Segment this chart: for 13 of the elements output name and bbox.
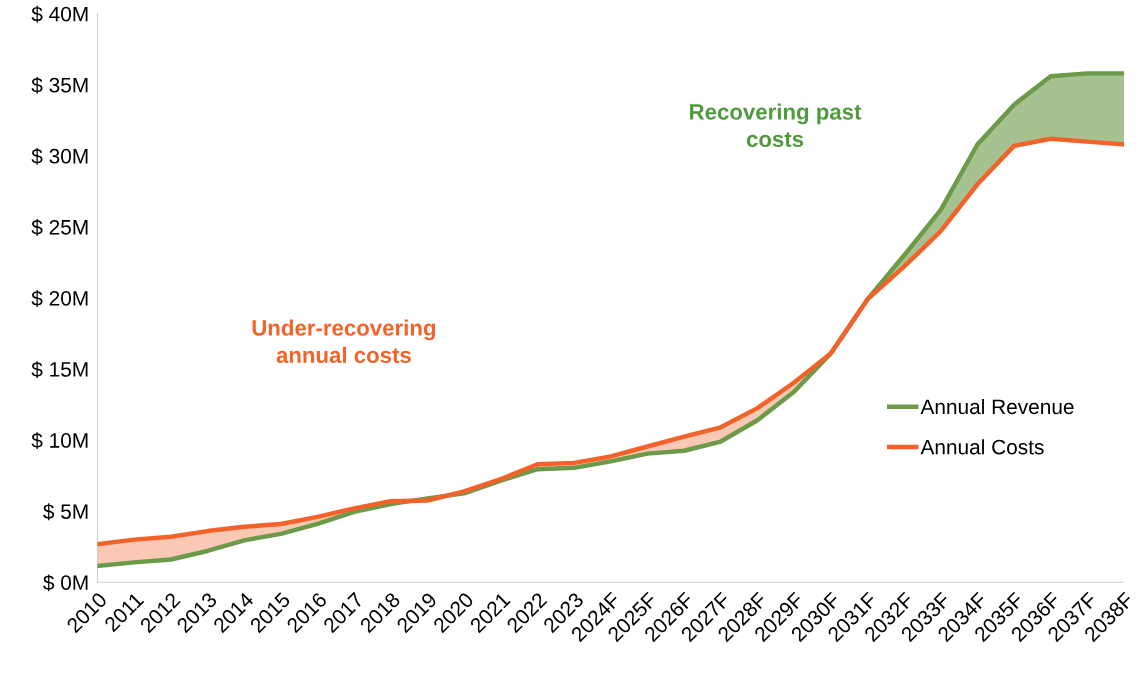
legend-label: Annual Costs	[920, 439, 1044, 455]
annotation: Recovering past costs	[690, 103, 862, 147]
y-tick-label: $ 30M	[31, 147, 88, 165]
y-tick-label: $ 15M	[31, 361, 88, 379]
y-tick-label: $ 0M	[43, 574, 88, 592]
legend-label: Annual Revenue	[920, 398, 1074, 415]
y-tick-label: $ 35M	[31, 76, 88, 94]
y-tick-label: $ 25M	[31, 219, 88, 236]
y-tick-label: $ 40M	[31, 5, 88, 23]
y-tick-label: $ 20M	[31, 290, 88, 307]
annotation: Under-recovering annual costs	[252, 319, 435, 364]
y-tick-label: $ 10M	[31, 432, 88, 450]
y-tick-label: $ 5M	[43, 503, 88, 521]
